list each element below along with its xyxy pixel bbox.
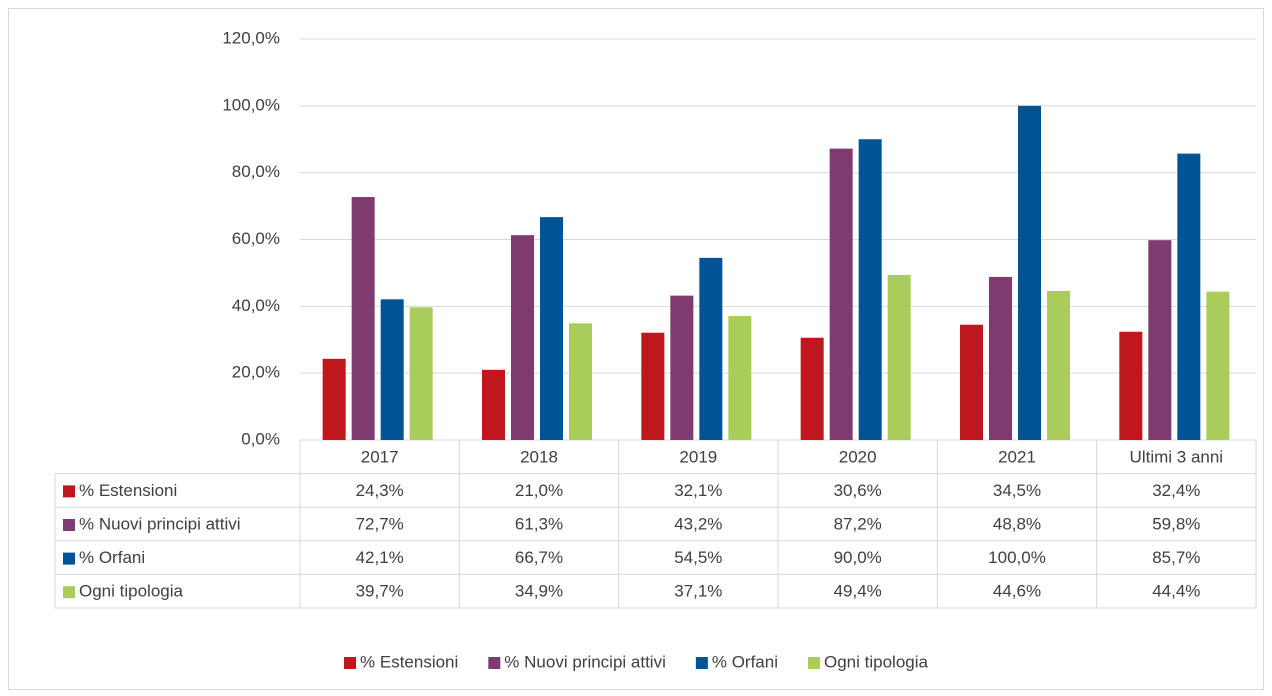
x-tick-label: 2017 [361, 447, 399, 466]
legend-key [808, 657, 821, 669]
legend-label: Ogni tipologia [824, 652, 929, 671]
bar [409, 307, 433, 440]
legend-label: % Estensioni [360, 652, 458, 671]
bar [351, 197, 375, 440]
bar [511, 235, 534, 440]
table-cell: 100,0% [988, 548, 1046, 567]
legend-label: % Orfani [712, 652, 778, 671]
x-tick-label: 2020 [839, 447, 877, 466]
table-row-label: Ogni tipologia [79, 582, 184, 601]
legend-key [695, 657, 708, 669]
table-cell: 87,2% [834, 514, 882, 533]
bar [1018, 105, 1041, 440]
bar [699, 257, 723, 440]
y-tick-label: 60,0% [232, 229, 280, 248]
bar [1119, 331, 1143, 440]
bar [482, 369, 505, 440]
table-cell: 37,1% [674, 582, 722, 601]
legend-key [63, 485, 75, 498]
table-row-label: % Estensioni [79, 481, 177, 500]
legend-label: % Nuovi principi attivi [504, 652, 666, 671]
chart-border [8, 8, 1264, 690]
bar [800, 337, 824, 440]
table-cell: 32,1% [674, 481, 722, 500]
bar [1177, 153, 1201, 440]
table-cell: 66,7% [515, 548, 563, 567]
table-cell: 49,4% [834, 582, 882, 601]
legend-key [63, 586, 75, 599]
legend-key [488, 657, 501, 669]
table-cell: 85,7% [1152, 548, 1200, 567]
table-row-label: % Orfani [79, 548, 145, 567]
y-tick-label: 100,0% [222, 95, 280, 114]
bar [380, 299, 404, 440]
table-cell: 90,0% [834, 548, 882, 567]
table-cell: 42,1% [356, 548, 404, 567]
x-tick-label: 2018 [520, 447, 558, 466]
table-cell: 34,9% [515, 582, 563, 601]
bar [641, 332, 665, 440]
bar [322, 358, 346, 440]
table-cell: 72,7% [356, 514, 404, 533]
table-cell: 24,3% [356, 481, 404, 500]
y-tick-label: 80,0% [232, 162, 280, 181]
table-cell: 39,7% [356, 582, 404, 601]
bar [1148, 240, 1172, 440]
table-row-label: % Nuovi principi attivi [79, 514, 241, 533]
table-cell: 34,5% [993, 481, 1041, 500]
bar [670, 295, 694, 440]
bar [989, 276, 1012, 440]
bar [728, 316, 752, 440]
x-tick-label: Ultimi 3 anni [1130, 447, 1224, 466]
table-cell: 32,4% [1152, 481, 1200, 500]
bar [858, 139, 882, 440]
legend-key [344, 657, 357, 669]
table-cell: 61,3% [515, 514, 563, 533]
y-tick-label: 20,0% [232, 363, 280, 382]
y-tick-label: 40,0% [232, 296, 280, 315]
table-cell: 59,8% [1152, 514, 1200, 533]
bar [1047, 290, 1070, 440]
table-cell: 21,0% [515, 481, 563, 500]
x-tick-label: 2021 [998, 447, 1036, 466]
table-cell: 44,6% [993, 582, 1041, 601]
legend-key [63, 519, 75, 531]
y-tick-label: 0,0% [241, 429, 280, 448]
bar [829, 148, 853, 440]
y-tick-label: 120,0% [222, 28, 280, 47]
legend-key [63, 552, 75, 565]
table-cell: 48,8% [993, 514, 1041, 533]
bar [569, 323, 592, 440]
bar [887, 274, 911, 440]
bar [540, 217, 563, 440]
table-cell: 30,6% [834, 481, 882, 500]
table-cell: 44,4% [1152, 582, 1200, 601]
table-cell: 54,5% [674, 548, 722, 567]
x-tick-label: 2019 [679, 447, 717, 466]
bar [1206, 291, 1230, 440]
table-cell: 43,2% [674, 514, 722, 533]
bar [960, 324, 983, 440]
